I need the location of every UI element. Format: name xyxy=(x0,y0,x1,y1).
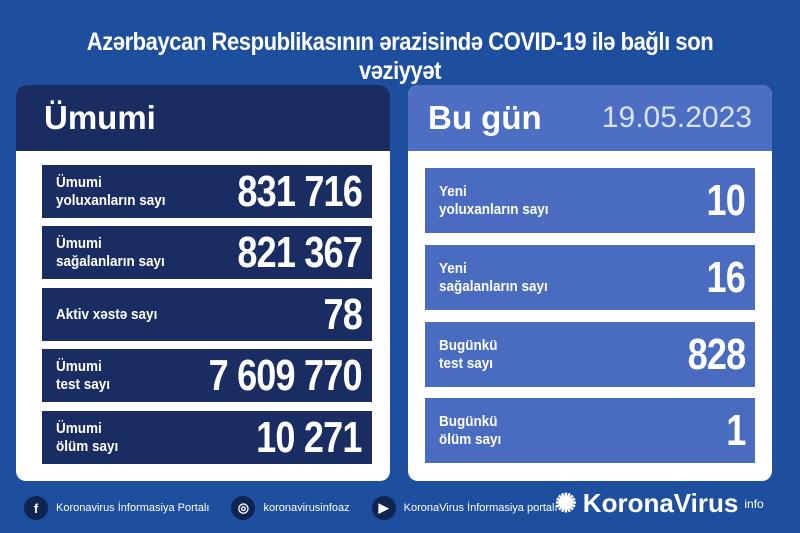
page-title: Azərbaycan Respublikasının ərazisində CO… xyxy=(86,28,714,85)
facebook-icon[interactable]: f xyxy=(24,496,48,520)
facebook-link[interactable]: Koronavirus İnformasiya Portalı xyxy=(56,502,210,514)
date: 19.05.2023 xyxy=(601,101,752,134)
stat-row: Aktiv xəstə sayı 78 xyxy=(42,288,372,341)
today-heading: Bu gün xyxy=(428,99,542,136)
stat-row: Bugünkü ölüm sayı 1 xyxy=(425,398,755,463)
stat-row: Bugünkü test sayı 828 xyxy=(425,322,755,387)
footer: f Koronavirus İnformasiya Portalı ◎ korona… xyxy=(24,496,558,520)
sun-virus-icon: ✺ xyxy=(555,488,577,518)
total-heading: Ümumi xyxy=(16,85,390,151)
youtube-link[interactable]: KoronaVirus İnformasiya portalı xyxy=(403,502,558,514)
stat-row: Ümumi sağalanların sayı 821 367 xyxy=(42,226,372,279)
stat-row: Yeni sağalanların sayı 16 xyxy=(425,245,755,310)
stat-row: Ümumi ölüm sayı 10 271 xyxy=(42,411,372,464)
instagram-link[interactable]: koronavirusinfoaz xyxy=(263,502,350,514)
youtube-icon[interactable]: ▶ xyxy=(371,496,396,520)
brand-logo: ✺ KoronaVirus info xyxy=(555,488,764,518)
stat-row: Ümumi yoluxanların sayı 831 716 xyxy=(42,165,372,218)
instagram-icon[interactable]: ◎ xyxy=(231,496,256,520)
stat-row: Ümumi test sayı 7 609 770 xyxy=(42,349,372,402)
stat-row: Yeni yoluxanların sayı 10 xyxy=(425,168,755,233)
total-panel: Ümumi Ümumi yoluxanların sayı 831 716 Ümum… xyxy=(16,85,390,481)
today-panel: Bu gün 19.05.2023 Yeni yoluxanların sayı 10… xyxy=(408,85,772,481)
